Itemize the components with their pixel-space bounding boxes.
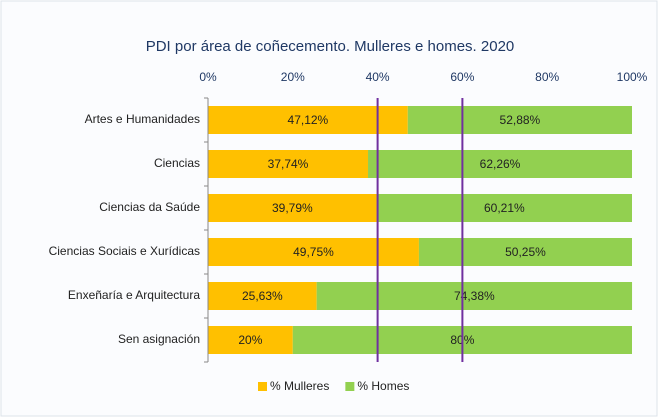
x-tick-label: 60% <box>450 70 474 84</box>
data-label: 60,21% <box>484 201 525 215</box>
legend-swatch <box>345 382 355 391</box>
data-label: 49,75% <box>293 245 334 259</box>
bar-segment <box>208 282 317 310</box>
bar-segment <box>368 150 632 178</box>
data-label: 47,12% <box>288 113 329 127</box>
bar-segment <box>208 194 377 222</box>
category-label: Ciencias Sociais e Xurídicas <box>49 244 200 258</box>
data-label: 62,26% <box>480 157 521 171</box>
data-label: 39,79% <box>272 201 313 215</box>
data-label: 52,88% <box>500 113 541 127</box>
data-label: 20% <box>238 333 262 347</box>
bar-segment <box>407 106 632 134</box>
x-tick-label: 100% <box>617 70 648 84</box>
legend-label: % Homes <box>357 379 409 393</box>
legend-label: % Mulleres <box>270 379 329 393</box>
chart-title: PDI por área de coñecemento. Mulleres e … <box>146 38 515 55</box>
category-label: Artes e Humanidades <box>85 112 200 126</box>
category-label: Ciencias da Saúde <box>99 200 200 214</box>
bar-segment <box>208 238 419 266</box>
bar-segment <box>418 238 632 266</box>
bar-segment <box>208 150 369 178</box>
legend-swatch <box>258 382 267 391</box>
category-label: Ciencias <box>154 156 200 170</box>
data-label: 37,74% <box>268 157 309 171</box>
data-label: 50,25% <box>505 245 546 259</box>
bar-segment <box>208 106 408 134</box>
bar-segment <box>208 326 293 354</box>
category-label: Sen asignación <box>118 332 200 346</box>
x-tick-label: 20% <box>281 70 305 84</box>
data-label: 25,63% <box>242 289 283 303</box>
x-tick-label: 0% <box>199 70 217 84</box>
bar-segment <box>376 194 632 222</box>
category-label: Enxeñaría e Arquitectura <box>68 288 200 302</box>
bar-segment <box>316 282 633 310</box>
x-tick-label: 40% <box>366 70 390 84</box>
data-label: 74,38% <box>454 289 495 303</box>
x-tick-label: 80% <box>535 70 559 84</box>
